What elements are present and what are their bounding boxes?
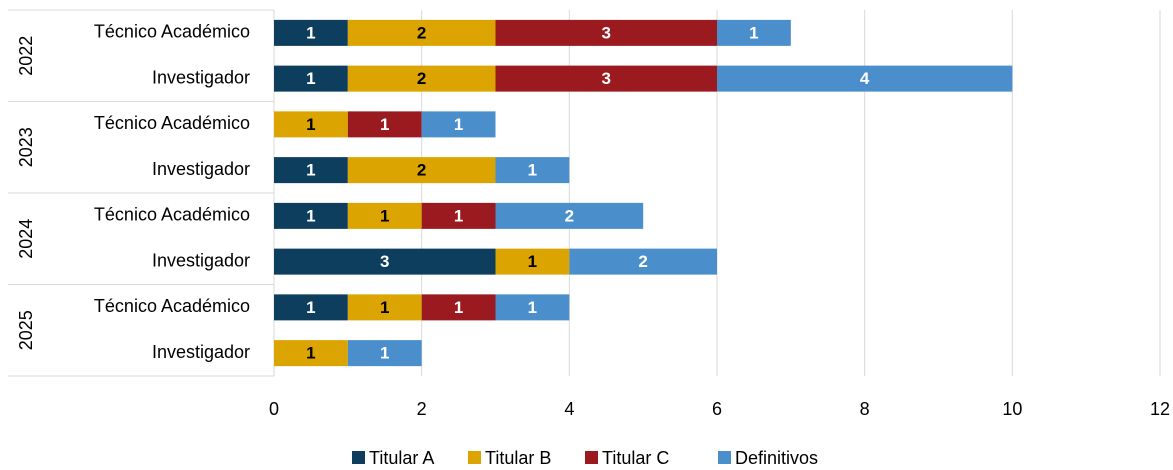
- value-label: 1: [306, 69, 315, 88]
- group-label: 2022: [16, 36, 36, 76]
- legend-swatch: [718, 451, 731, 464]
- x-tick-label: 10: [1002, 399, 1022, 419]
- bar-segment: [274, 340, 348, 367]
- bar-segment: [495, 65, 717, 92]
- legend-swatch: [352, 451, 365, 464]
- y-tick-label: Técnico Académico: [94, 296, 250, 316]
- value-label: 1: [306, 298, 315, 317]
- bar-segment: [274, 111, 348, 138]
- value-label: 3: [602, 69, 611, 88]
- bar-segment: [274, 65, 348, 92]
- x-tick-label: 6: [712, 399, 722, 419]
- x-tick-label: 2: [417, 399, 427, 419]
- value-label: 1: [306, 23, 315, 42]
- bar-segment: [717, 19, 791, 46]
- value-label: 2: [417, 161, 426, 180]
- value-label: 3: [380, 252, 389, 271]
- x-tick-label: 4: [564, 399, 574, 419]
- value-label: 1: [380, 206, 389, 225]
- x-tick-label: 8: [860, 399, 870, 419]
- value-label: 1: [454, 206, 463, 225]
- value-label: 1: [749, 23, 758, 42]
- value-label: 1: [528, 161, 537, 180]
- bar-segment: [274, 248, 496, 275]
- y-tick-label: Investigador: [152, 342, 250, 362]
- bar-segment: [495, 202, 644, 229]
- bar-segment: [347, 111, 422, 138]
- value-label: 1: [454, 298, 463, 317]
- value-label: 2: [417, 23, 426, 42]
- value-label: 2: [565, 206, 574, 225]
- value-label: 4: [860, 69, 870, 88]
- bar-segment: [495, 294, 570, 321]
- group-label: 2024: [16, 219, 36, 259]
- bar-segment: [495, 157, 570, 184]
- value-label: 1: [380, 298, 389, 317]
- bar-segment: [569, 248, 717, 275]
- value-label: 1: [380, 344, 389, 363]
- bar-segment: [274, 19, 348, 46]
- value-label: 1: [306, 161, 315, 180]
- value-label: 2: [638, 252, 647, 271]
- y-tick-label: Técnico Académico: [94, 205, 250, 225]
- y-tick-label: Investigador: [152, 67, 250, 87]
- value-label: 1: [528, 252, 537, 271]
- bar-segment: [347, 294, 422, 321]
- bar-segment: [347, 65, 496, 92]
- bar-segment: [274, 202, 348, 229]
- bar-segment: [347, 157, 496, 184]
- bar-segment: [347, 202, 422, 229]
- bar-segment: [347, 19, 496, 46]
- bar-segment: [495, 248, 570, 275]
- y-tick-label: Técnico Académico: [94, 113, 250, 133]
- bar-segment: [421, 202, 496, 229]
- bar-segment: [421, 294, 496, 321]
- legend-label: Titular C: [602, 448, 669, 468]
- legend-label: Titular A: [369, 448, 434, 468]
- bar-segment: [717, 65, 1013, 92]
- value-label: 1: [380, 115, 389, 134]
- bar-segment: [274, 294, 348, 321]
- value-label: 1: [306, 115, 315, 134]
- y-tick-label: Investigador: [152, 159, 250, 179]
- bar-segment: [495, 19, 717, 46]
- legend-label: Titular B: [485, 448, 551, 468]
- value-label: 3: [602, 23, 611, 42]
- y-tick-label: Investigador: [152, 250, 250, 270]
- value-label: 1: [528, 298, 537, 317]
- legend-swatch: [468, 451, 481, 464]
- value-label: 1: [306, 206, 315, 225]
- legend-swatch: [585, 451, 598, 464]
- bar-segment: [347, 340, 422, 367]
- x-tick-label: 12: [1150, 399, 1170, 419]
- legend-label: Definitivos: [735, 448, 818, 468]
- group-label: 2025: [16, 310, 36, 350]
- y-tick-label: Técnico Académico: [94, 22, 250, 42]
- value-label: 1: [306, 344, 315, 363]
- value-label: 1: [454, 115, 463, 134]
- bar-segment: [274, 157, 348, 184]
- value-label: 2: [417, 69, 426, 88]
- group-label: 2023: [16, 127, 36, 167]
- bar-segment: [421, 111, 496, 138]
- x-tick-label: 0: [269, 399, 279, 419]
